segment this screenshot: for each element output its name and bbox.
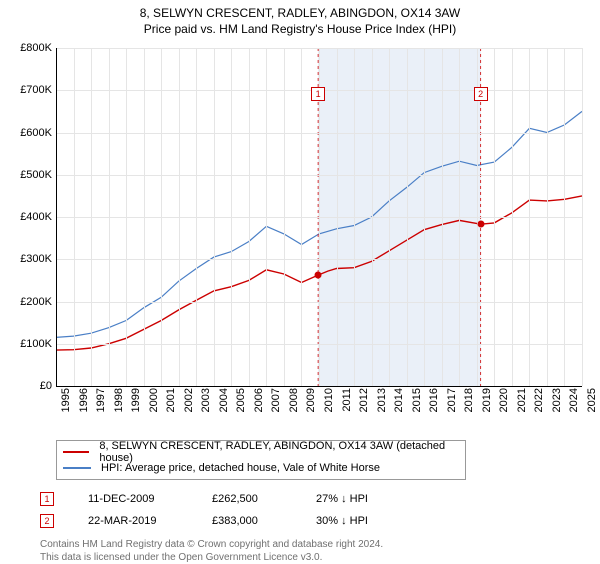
y-tick-label: £700K bbox=[20, 84, 52, 96]
chart-area: £0 £100K £200K £300K £400K £500K £600K £700K £80… bbox=[8, 44, 592, 434]
legend-label: 8, SELWYN CRESCENT, RADLEY, ABINGDON, OX… bbox=[99, 440, 459, 464]
x-tick-label: 2019 bbox=[481, 377, 493, 388]
x-tick-label: 2018 bbox=[463, 377, 475, 388]
event-pct: 30% ↓ HPI bbox=[316, 515, 406, 527]
x-tick-label: 2014 bbox=[393, 377, 405, 388]
legend-swatch bbox=[63, 467, 91, 469]
x-tick-label: 2021 bbox=[516, 377, 528, 388]
x-tick-label: 2016 bbox=[428, 377, 440, 388]
footer-line-1: Contains HM Land Registry data © Crown c… bbox=[40, 538, 592, 551]
y-tick-label: £400K bbox=[20, 211, 52, 223]
event-marker-box: 2 bbox=[474, 87, 488, 101]
y-tick-label: £800K bbox=[20, 42, 52, 54]
gridline-v bbox=[424, 48, 425, 386]
y-tick-label: £600K bbox=[20, 127, 52, 139]
x-tick-label: 2013 bbox=[376, 377, 388, 388]
x-tick-label: 2024 bbox=[568, 377, 580, 388]
footer-line-2: This data is licensed under the Open Gov… bbox=[40, 551, 592, 564]
x-tick-label: 2022 bbox=[533, 377, 545, 388]
x-axis: 1995199619971998199920002001200220032004… bbox=[56, 386, 582, 434]
gridline-v bbox=[512, 48, 513, 386]
event-marker-dot bbox=[315, 272, 322, 279]
gridline-v bbox=[249, 48, 250, 386]
chart-container: 8, SELWYN CRESCENT, RADLEY, ABINGDON, OX… bbox=[0, 0, 600, 560]
x-tick-label: 2000 bbox=[148, 377, 160, 388]
x-tick-label: 2002 bbox=[183, 377, 195, 388]
x-tick-label: 1995 bbox=[60, 377, 72, 388]
event-marker-box: 1 bbox=[311, 87, 325, 101]
x-tick-label: 2012 bbox=[358, 377, 370, 388]
legend: 8, SELWYN CRESCENT, RADLEY, ABINGDON, OX… bbox=[56, 440, 466, 480]
footer-attribution: Contains HM Land Registry data © Crown c… bbox=[40, 538, 592, 564]
event-table: 1 11-DEC-2009 £262,500 27% ↓ HPI 2 22-MAR-201… bbox=[40, 488, 592, 532]
x-tick-label: 1998 bbox=[113, 377, 125, 388]
legend-row: 8, SELWYN CRESCENT, RADLEY, ABINGDON, OX… bbox=[63, 444, 459, 460]
legend-label: HPI: Average price, detached house, Vale… bbox=[101, 462, 380, 474]
chart-subtitle: Price paid vs. HM Land Registry's House … bbox=[8, 22, 592, 36]
gridline-v bbox=[231, 48, 232, 386]
y-tick-label: £200K bbox=[20, 296, 52, 308]
gridline-v bbox=[91, 48, 92, 386]
y-tick-label: £300K bbox=[20, 253, 52, 265]
gridline-v bbox=[547, 48, 548, 386]
event-index-box: 2 bbox=[40, 514, 54, 528]
gridline-v bbox=[144, 48, 145, 386]
gridline-v bbox=[442, 48, 443, 386]
event-date: 11-DEC-2009 bbox=[88, 493, 178, 505]
event-row: 2 22-MAR-2019 £383,000 30% ↓ HPI bbox=[40, 510, 592, 532]
legend-swatch bbox=[63, 451, 89, 453]
event-index-box: 1 bbox=[40, 492, 54, 506]
x-tick-label: 2017 bbox=[446, 377, 458, 388]
gridline-v bbox=[301, 48, 302, 386]
x-tick-label: 2003 bbox=[200, 377, 212, 388]
y-tick-label: £500K bbox=[20, 169, 52, 181]
gridline-v bbox=[179, 48, 180, 386]
gridline-v bbox=[494, 48, 495, 386]
x-tick-label: 1996 bbox=[78, 377, 90, 388]
gridline-v bbox=[74, 48, 75, 386]
gridline-v bbox=[196, 48, 197, 386]
gridline-v bbox=[372, 48, 373, 386]
x-tick-label: 2023 bbox=[551, 377, 563, 388]
gridline-v bbox=[266, 48, 267, 386]
y-axis: £0£100K£200K£300K£400K£500K£600K£700K£80… bbox=[8, 48, 54, 386]
event-row: 1 11-DEC-2009 £262,500 27% ↓ HPI bbox=[40, 488, 592, 510]
gridline-v bbox=[214, 48, 215, 386]
x-tick-label: 2006 bbox=[253, 377, 265, 388]
x-tick-label: 1997 bbox=[95, 377, 107, 388]
gridline-v bbox=[126, 48, 127, 386]
gridline-v bbox=[161, 48, 162, 386]
x-tick-label: 2009 bbox=[305, 377, 317, 388]
gridline-v bbox=[407, 48, 408, 386]
plot-area: 12 bbox=[56, 48, 582, 386]
event-date: 22-MAR-2019 bbox=[88, 515, 178, 527]
event-pct: 27% ↓ HPI bbox=[316, 493, 406, 505]
x-tick-label: 2025 bbox=[586, 377, 598, 388]
event-price: £383,000 bbox=[212, 515, 282, 527]
gridline-v bbox=[389, 48, 390, 386]
y-tick-label: £0 bbox=[40, 380, 52, 392]
gridline-v bbox=[529, 48, 530, 386]
gridline-v bbox=[564, 48, 565, 386]
chart-title: 8, SELWYN CRESCENT, RADLEY, ABINGDON, OX… bbox=[8, 6, 592, 20]
gridline-v bbox=[109, 48, 110, 386]
x-tick-label: 2008 bbox=[288, 377, 300, 388]
x-tick-label: 2007 bbox=[270, 377, 282, 388]
x-tick-label: 2005 bbox=[235, 377, 247, 388]
y-tick-label: £100K bbox=[20, 338, 52, 350]
gridline-v bbox=[459, 48, 460, 386]
gridline-v bbox=[284, 48, 285, 386]
x-tick-label: 2001 bbox=[165, 377, 177, 388]
x-tick-label: 2010 bbox=[323, 377, 335, 388]
gridline-v bbox=[337, 48, 338, 386]
x-tick-label: 2011 bbox=[341, 377, 353, 388]
event-marker-dot bbox=[477, 221, 484, 228]
x-tick-label: 2020 bbox=[498, 377, 510, 388]
x-tick-label: 2015 bbox=[411, 377, 423, 388]
gridline-v bbox=[582, 48, 583, 386]
x-tick-label: 2004 bbox=[218, 377, 230, 388]
event-price: £262,500 bbox=[212, 493, 282, 505]
gridline-v bbox=[354, 48, 355, 386]
x-tick-label: 1999 bbox=[130, 377, 142, 388]
